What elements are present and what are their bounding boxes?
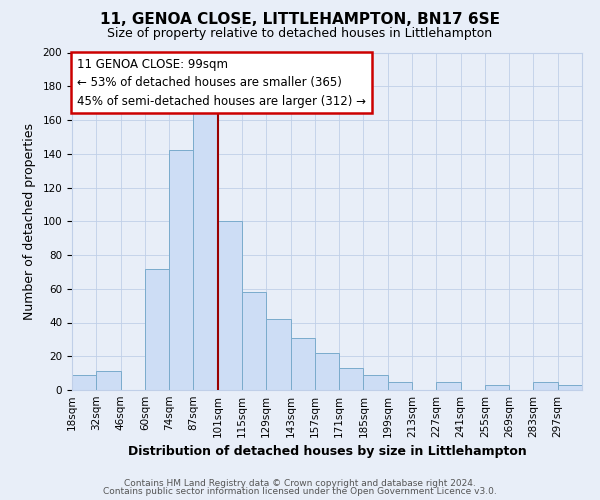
Bar [242, 292, 266, 390]
Text: 11 GENOA CLOSE: 99sqm
← 53% of detached houses are smaller (365)
45% of semi-det: 11 GENOA CLOSE: 99sqm ← 53% of detached … [77, 58, 366, 108]
Bar [290, 338, 315, 390]
X-axis label: Distribution of detached houses by size in Littlehampton: Distribution of detached houses by size … [128, 446, 526, 458]
Bar [218, 221, 242, 390]
Bar [364, 375, 388, 390]
Text: Contains public sector information licensed under the Open Government Licence v3: Contains public sector information licen… [103, 487, 497, 496]
Bar [436, 382, 461, 390]
Bar [145, 268, 169, 390]
Bar [72, 375, 96, 390]
Bar [339, 368, 364, 390]
Bar [533, 382, 558, 390]
Bar [193, 106, 218, 390]
Text: Contains HM Land Registry data © Crown copyright and database right 2024.: Contains HM Land Registry data © Crown c… [124, 478, 476, 488]
Bar [388, 382, 412, 390]
Y-axis label: Number of detached properties: Number of detached properties [23, 122, 35, 320]
Bar [558, 385, 582, 390]
Text: Size of property relative to detached houses in Littlehampton: Size of property relative to detached ho… [107, 28, 493, 40]
Bar [315, 353, 339, 390]
Bar [266, 319, 290, 390]
Text: 11, GENOA CLOSE, LITTLEHAMPTON, BN17 6SE: 11, GENOA CLOSE, LITTLEHAMPTON, BN17 6SE [100, 12, 500, 28]
Bar [96, 372, 121, 390]
Bar [485, 385, 509, 390]
Bar [169, 150, 193, 390]
